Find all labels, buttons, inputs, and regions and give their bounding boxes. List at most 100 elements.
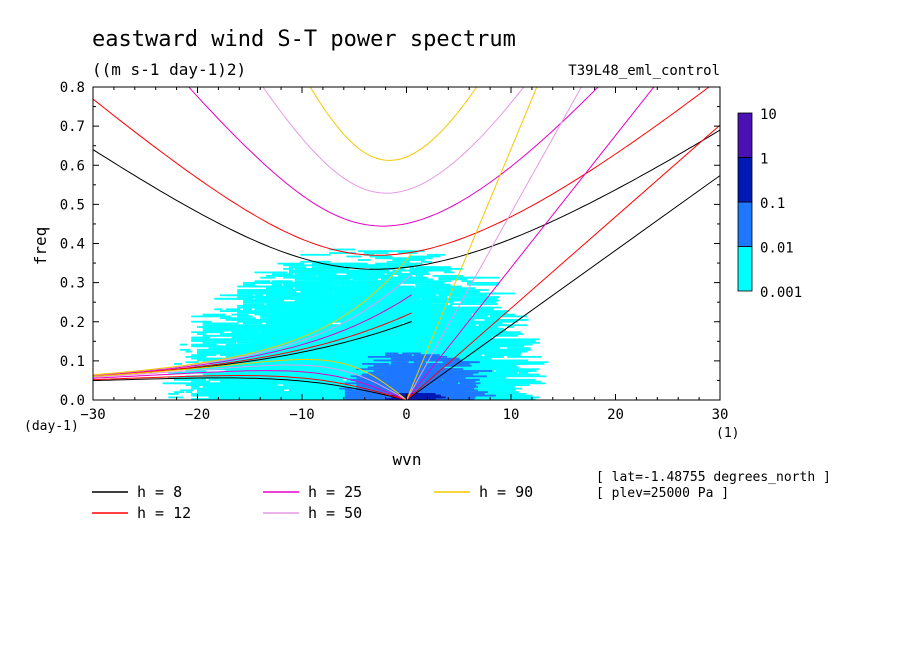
info-plev: [ plev=25000 Pa ] bbox=[596, 486, 729, 501]
power-cell bbox=[392, 312, 414, 314]
power-cell bbox=[323, 322, 330, 325]
power-cell bbox=[254, 326, 263, 328]
power-cell bbox=[484, 326, 498, 328]
power-cell bbox=[409, 255, 441, 258]
power-cell bbox=[220, 297, 254, 300]
power-cell bbox=[352, 341, 363, 344]
power-cell bbox=[380, 340, 389, 342]
legend-item: h = 25 bbox=[263, 483, 362, 501]
power-cell bbox=[283, 334, 293, 337]
power-cell bbox=[334, 334, 347, 337]
power-cell bbox=[495, 356, 503, 358]
power-cell bbox=[373, 373, 381, 376]
power-cell bbox=[237, 324, 266, 327]
power-cell bbox=[363, 278, 378, 281]
power-cell bbox=[271, 393, 283, 395]
power-cell bbox=[317, 350, 328, 353]
power-cell bbox=[438, 350, 449, 353]
power-cell bbox=[231, 373, 239, 376]
power-cell bbox=[243, 303, 265, 305]
power-cell bbox=[467, 334, 477, 337]
power-cell bbox=[300, 396, 311, 399]
power-cell bbox=[490, 315, 501, 318]
power-cell bbox=[380, 287, 391, 290]
power-cell bbox=[467, 296, 500, 298]
power-cell bbox=[478, 366, 492, 369]
power-cell bbox=[472, 382, 495, 385]
power-cell bbox=[369, 282, 378, 284]
power-cell bbox=[438, 297, 448, 300]
power-cell bbox=[283, 331, 293, 334]
power-cell bbox=[409, 348, 418, 351]
power-cell bbox=[436, 370, 452, 372]
colorbar-label: 10 bbox=[760, 107, 777, 123]
power-cell bbox=[254, 343, 265, 346]
power-cell bbox=[455, 306, 472, 309]
power-cell bbox=[283, 276, 303, 279]
power-cell bbox=[467, 276, 500, 279]
power-cell bbox=[231, 378, 242, 381]
power-cell bbox=[306, 320, 313, 323]
power-cell bbox=[346, 373, 353, 376]
power-cell bbox=[311, 338, 321, 341]
power-cell bbox=[243, 308, 252, 311]
power-cell bbox=[392, 322, 402, 325]
power-cell bbox=[294, 268, 313, 270]
power-cell bbox=[288, 275, 317, 277]
power-cell bbox=[329, 338, 341, 341]
power-cell bbox=[225, 294, 254, 297]
power-cell bbox=[442, 389, 450, 392]
x-tick-label: −20 bbox=[185, 407, 210, 423]
power-cell bbox=[168, 393, 179, 395]
power-cell bbox=[436, 387, 447, 390]
power-cell bbox=[271, 273, 294, 275]
power-cell bbox=[214, 340, 244, 342]
power-cell bbox=[357, 343, 368, 346]
power-cell bbox=[495, 315, 528, 318]
power-cell bbox=[260, 389, 280, 392]
power-cell bbox=[283, 393, 293, 395]
power-cell bbox=[185, 356, 204, 358]
power-cell bbox=[507, 356, 524, 358]
power-cell bbox=[260, 371, 291, 374]
power-cell bbox=[379, 359, 390, 362]
power-cell bbox=[340, 290, 365, 293]
power-cell bbox=[363, 310, 372, 312]
power-cell bbox=[478, 377, 490, 379]
power-cell bbox=[415, 329, 425, 332]
power-cell bbox=[346, 280, 355, 283]
power-cell bbox=[495, 371, 518, 374]
power-cell bbox=[398, 250, 425, 253]
power-cell bbox=[403, 301, 411, 304]
power-cell bbox=[398, 334, 420, 337]
power-cell bbox=[277, 382, 288, 385]
power-cell bbox=[461, 320, 484, 323]
y-tick-label: 0.0 bbox=[60, 393, 85, 409]
power-cell bbox=[467, 354, 478, 356]
power-cell bbox=[432, 341, 444, 344]
power-cell bbox=[403, 290, 428, 293]
power-cell bbox=[317, 283, 336, 286]
power-cell bbox=[421, 301, 430, 304]
power-cell bbox=[357, 259, 371, 261]
power-cell bbox=[461, 313, 472, 316]
power-cell bbox=[346, 294, 356, 297]
power-cell bbox=[294, 331, 302, 334]
power-cell bbox=[243, 324, 252, 327]
power-cell bbox=[426, 296, 435, 298]
curve-h-12 bbox=[93, 87, 720, 400]
power-cell bbox=[214, 382, 226, 385]
power-cell bbox=[501, 387, 509, 390]
power-cell bbox=[248, 348, 257, 351]
power-cell bbox=[237, 368, 248, 371]
power-cell bbox=[461, 324, 468, 327]
power-cell bbox=[415, 289, 427, 291]
power-cell bbox=[484, 378, 494, 381]
power-cell bbox=[283, 306, 306, 309]
power-cell bbox=[323, 269, 331, 272]
power-cell bbox=[317, 280, 336, 283]
power-cell bbox=[455, 294, 477, 297]
power-cell bbox=[288, 363, 298, 365]
power-cell bbox=[191, 394, 219, 397]
power-cell bbox=[220, 315, 231, 318]
